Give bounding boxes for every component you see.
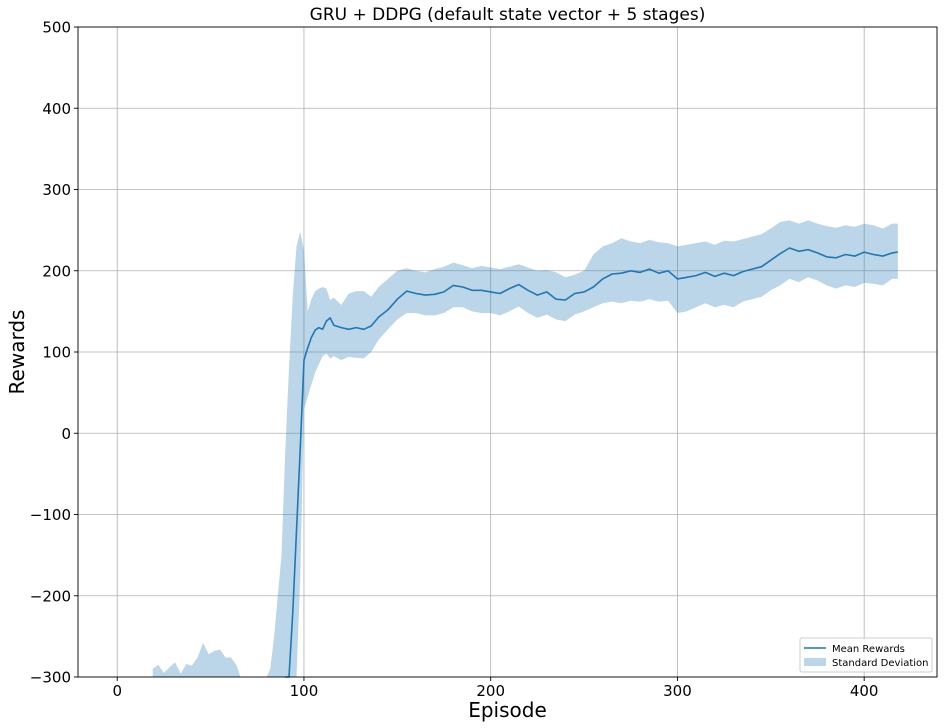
std-band [266, 220, 898, 677]
legend-std-swatch [804, 658, 826, 666]
y-tick-label: 500 [42, 19, 71, 37]
y-tick-label: −100 [30, 506, 71, 524]
legend: Mean Rewards Standard Deviation [799, 637, 933, 673]
y-tick-label: 400 [42, 100, 71, 118]
legend-box [799, 637, 933, 673]
y-tick-label: −300 [30, 669, 71, 687]
x-tick-label: 0 [112, 682, 122, 700]
legend-std-label: Standard Deviation [832, 658, 929, 669]
y-axis-title: Rewards [5, 310, 29, 395]
y-tick-label: 300 [42, 181, 71, 199]
ticks: 0 100 200 300 400 −300 −200 −100 0 100 200 300 400 50… [30, 19, 879, 701]
x-axis-title: Episode [468, 698, 547, 722]
x-tick-label: 300 [663, 682, 692, 700]
y-tick-label: 200 [42, 262, 71, 280]
x-tick-label: 100 [290, 682, 319, 700]
legend-mean-label: Mean Rewards [832, 644, 905, 655]
mean-rewards-line [285, 247, 898, 678]
x-tick-label: 400 [850, 682, 879, 700]
x-tick-label: 200 [476, 682, 505, 700]
chart-title: GRU + DDPG (default state vector + 5 sta… [310, 5, 706, 25]
y-tick-label: −200 [30, 587, 71, 605]
std-band [152, 642, 241, 677]
std-band-group [152, 220, 898, 677]
y-tick-label: 100 [42, 344, 71, 362]
mean-line-group [285, 247, 898, 678]
y-tick-label: 0 [61, 425, 71, 443]
